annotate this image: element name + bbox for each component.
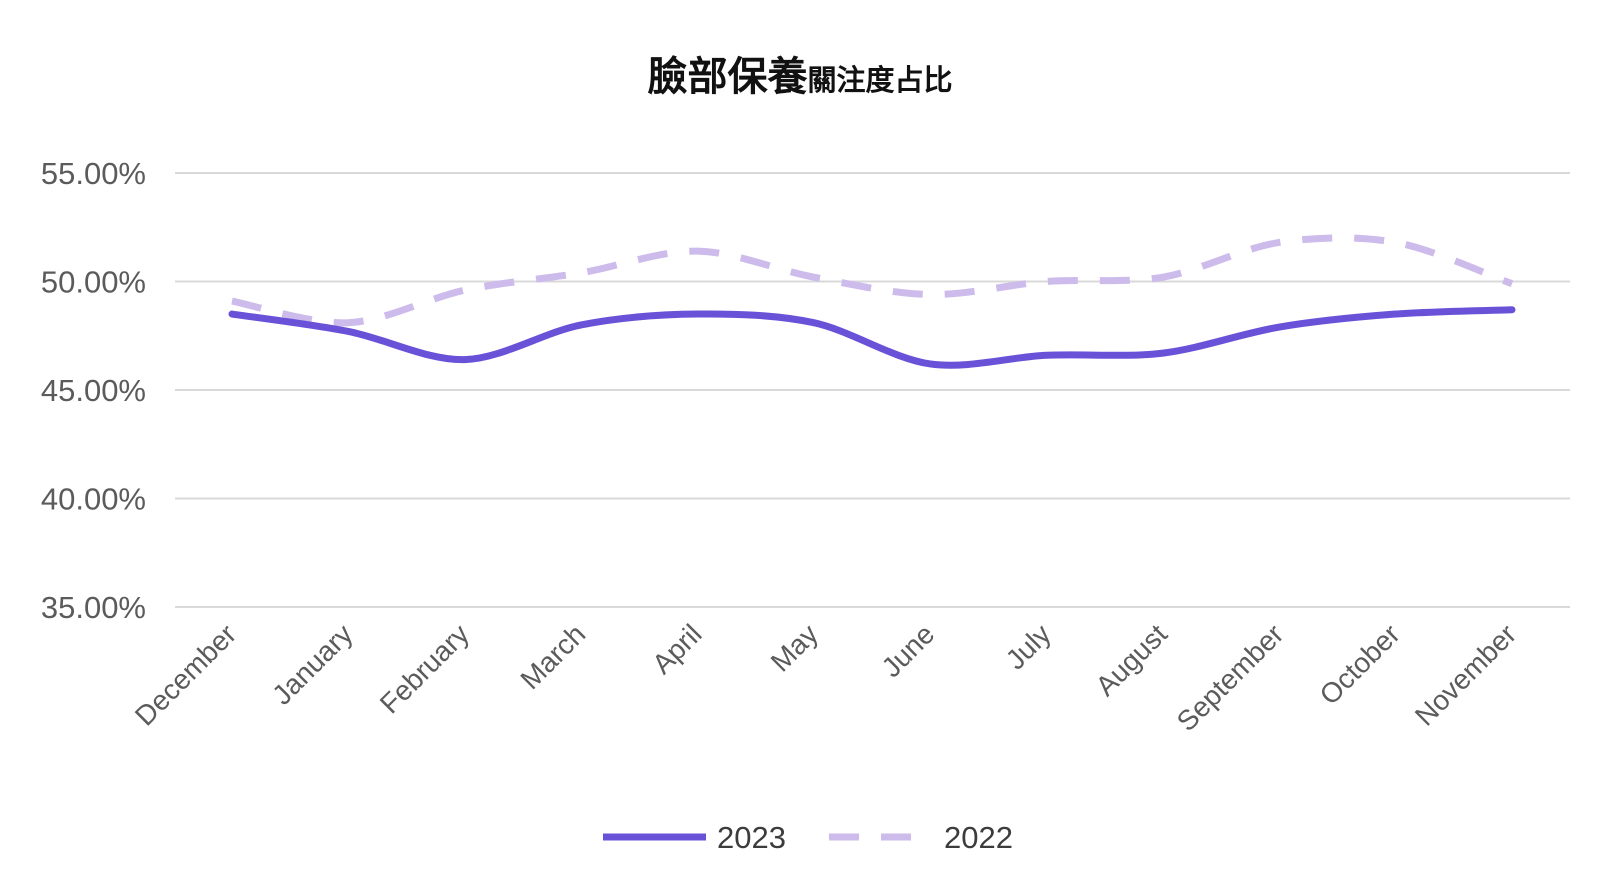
legend-label-2022: 2022 [944, 820, 1013, 855]
data-point-2022-May [810, 274, 817, 281]
legend-label-2023: 2023 [717, 820, 786, 855]
data-point-2022-March [578, 269, 585, 276]
x-tick-label: March [514, 618, 591, 695]
x-tick-label: October [1314, 618, 1406, 710]
data-point-2023-November [1509, 306, 1516, 313]
data-point-2022-October [1392, 239, 1399, 246]
series-line-2022 [231, 234, 1514, 327]
data-point-2022-August [1159, 274, 1166, 281]
series-line-2023 [228, 306, 1516, 369]
y-tick-label: 45.00% [41, 373, 146, 408]
data-point-2022-November [1509, 280, 1516, 287]
data-point-2023-December [229, 311, 236, 318]
x-tick-label: September [1171, 618, 1290, 737]
x-tick-label: January [266, 618, 358, 710]
data-point-2022-September [1276, 239, 1283, 246]
data-point-2023-August [1159, 350, 1166, 357]
data-point-2022-April [694, 248, 701, 255]
data-point-2023-May [810, 319, 817, 326]
data-point-2023-June [927, 360, 934, 367]
y-axis-ticks: 35.00% 40.00% 45.00% 50.00% 55.00% [41, 156, 146, 625]
chart-title-suffix: 關注度占比 [807, 63, 953, 97]
x-tick-label: August [1090, 618, 1174, 702]
data-point-2023-July [1043, 352, 1050, 359]
legend: 2023 2022 [603, 820, 1013, 855]
data-point-2023-April [694, 311, 701, 318]
data-point-2023-March [578, 321, 585, 328]
chart-title: 臉部保養關注度占比 [0, 44, 1600, 102]
y-tick-label: 55.00% [41, 156, 146, 191]
y-tick-label: 50.00% [41, 265, 146, 300]
data-point-2022-July [1043, 278, 1050, 285]
data-point-2023-February [461, 356, 468, 363]
y-tick-label: 35.00% [41, 590, 146, 625]
grid-lines [175, 172, 1570, 608]
x-tick-label: April [646, 618, 708, 680]
chart-title-main: 臉部保養 [647, 54, 808, 100]
x-tick-label: November [1409, 618, 1522, 731]
x-tick-label: June [876, 618, 941, 683]
data-point-2023-January [345, 328, 352, 335]
data-point-2022-January [345, 319, 352, 326]
x-tick-label: December [129, 618, 242, 731]
x-axis-ticks: December January February March April May June… [129, 618, 1522, 737]
y-tick-label: 40.00% [41, 482, 146, 517]
data-point-2022-December [229, 298, 236, 305]
data-point-2023-September [1276, 324, 1283, 331]
data-point-2023-October [1392, 311, 1399, 318]
series-lines [228, 234, 1516, 369]
x-tick-label: May [765, 618, 824, 677]
x-tick-label: February [374, 618, 475, 719]
data-point-2022-February [461, 287, 468, 294]
data-point-2022-June [927, 291, 934, 298]
x-tick-label: July [1000, 618, 1057, 675]
